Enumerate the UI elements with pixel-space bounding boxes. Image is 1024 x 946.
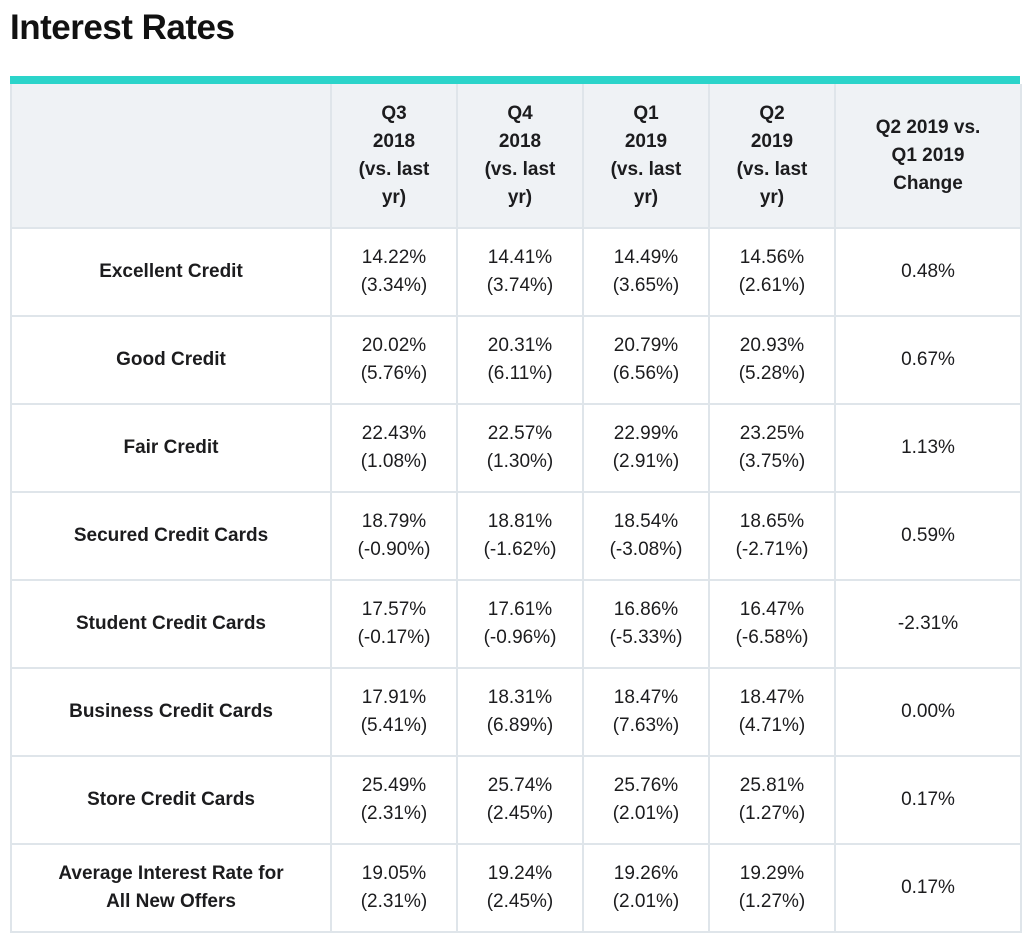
rate-cell: 19.26% (2.01%) xyxy=(582,843,710,933)
rate-cell: 17.57% (-0.17%) xyxy=(330,579,458,669)
rate-cell: 25.74% (2.45%) xyxy=(456,755,584,845)
table-row: Student Credit Cards 17.57% (-0.17%) 17.61… xyxy=(10,579,1022,669)
column-header-q2-vs-q1-change: Q2 2019 vs. Q1 2019 Change xyxy=(834,84,1022,229)
table-row: Store Credit Cards 25.49% (2.31%) 25.74% (… xyxy=(10,755,1022,845)
rate-cell: 18.81% (-1.62%) xyxy=(456,491,584,581)
change-cell: 0.17% xyxy=(834,755,1022,845)
table-row: Business Credit Cards 17.91% (5.41%) 18.31… xyxy=(10,667,1022,757)
rate-cell: 14.49% (3.65%) xyxy=(582,227,710,317)
rate-cell: 18.47% (7.63%) xyxy=(582,667,710,757)
row-label: Average Interest Rate for All New Offers xyxy=(10,843,332,933)
rate-cell: 19.05% (2.31%) xyxy=(330,843,458,933)
change-cell: 1.13% xyxy=(834,403,1022,493)
table-row: Secured Credit Cards 18.79% (-0.90%) 18.81… xyxy=(10,491,1022,581)
change-cell: 0.67% xyxy=(834,315,1022,405)
row-label: Fair Credit xyxy=(10,403,332,493)
corner-header-cell xyxy=(10,84,332,229)
rate-cell: 22.99% (2.91%) xyxy=(582,403,710,493)
change-cell: 0.00% xyxy=(834,667,1022,757)
rate-cell: 25.49% (2.31%) xyxy=(330,755,458,845)
change-cell: -2.31% xyxy=(834,579,1022,669)
rate-cell: 14.41% (3.74%) xyxy=(456,227,584,317)
rate-cell: 22.43% (1.08%) xyxy=(330,403,458,493)
column-header-q1-2019: Q1 2019 (vs. last yr) xyxy=(582,84,710,229)
rate-cell: 18.65% (-2.71%) xyxy=(708,491,836,581)
rate-cell: 14.22% (3.34%) xyxy=(330,227,458,317)
rate-cell: 17.91% (5.41%) xyxy=(330,667,458,757)
rate-cell: 20.79% (6.56%) xyxy=(582,315,710,405)
change-cell: 0.48% xyxy=(834,227,1022,317)
rate-cell: 23.25% (3.75%) xyxy=(708,403,836,493)
table-body: Excellent Credit 14.22% (3.34%) 14.41% (3.… xyxy=(10,227,1022,933)
change-cell: 0.59% xyxy=(834,491,1022,581)
column-header-q2-2019: Q2 2019 (vs. last yr) xyxy=(708,84,836,229)
table-row: Excellent Credit 14.22% (3.34%) 14.41% (3.… xyxy=(10,227,1022,317)
row-label: Excellent Credit xyxy=(10,227,332,317)
rate-cell: 18.47% (4.71%) xyxy=(708,667,836,757)
table-header-row: Q3 2018 (vs. last yr) Q4 2018 (vs. last y… xyxy=(10,84,1022,229)
interest-rates-table-container: Q3 2018 (vs. last yr) Q4 2018 (vs. last y… xyxy=(10,76,1022,933)
interest-rates-table: Q3 2018 (vs. last yr) Q4 2018 (vs. last y… xyxy=(10,84,1022,933)
rate-cell: 20.31% (6.11%) xyxy=(456,315,584,405)
table-row: Good Credit 20.02% (5.76%) 20.31% (6.11%) 2… xyxy=(10,315,1022,405)
column-header-q3-2018: Q3 2018 (vs. last yr) xyxy=(330,84,458,229)
rate-cell: 17.61% (-0.96%) xyxy=(456,579,584,669)
row-label: Secured Credit Cards xyxy=(10,491,332,581)
rate-cell: 20.02% (5.76%) xyxy=(330,315,458,405)
row-label: Business Credit Cards xyxy=(10,667,332,757)
change-cell: 0.17% xyxy=(834,843,1022,933)
rate-cell: 19.24% (2.45%) xyxy=(456,843,584,933)
rate-cell: 20.93% (5.28%) xyxy=(708,315,836,405)
rate-cell: 22.57% (1.30%) xyxy=(456,403,584,493)
accent-bar xyxy=(10,76,1020,84)
rate-cell: 16.86% (-5.33%) xyxy=(582,579,710,669)
rate-cell: 14.56% (2.61%) xyxy=(708,227,836,317)
rate-cell: 18.31% (6.89%) xyxy=(456,667,584,757)
table-row: Fair Credit 22.43% (1.08%) 22.57% (1.30%) 2… xyxy=(10,403,1022,493)
row-label: Good Credit xyxy=(10,315,332,405)
table-row: Average Interest Rate for All New Offers… xyxy=(10,843,1022,933)
rate-cell: 19.29% (1.27%) xyxy=(708,843,836,933)
row-label: Store Credit Cards xyxy=(10,755,332,845)
column-header-q4-2018: Q4 2018 (vs. last yr) xyxy=(456,84,584,229)
rate-cell: 25.76% (2.01%) xyxy=(582,755,710,845)
rate-cell: 18.54% (-3.08%) xyxy=(582,491,710,581)
row-label: Student Credit Cards xyxy=(10,579,332,669)
rate-cell: 16.47% (-6.58%) xyxy=(708,579,836,669)
rate-cell: 18.79% (-0.90%) xyxy=(330,491,458,581)
page-title: Interest Rates xyxy=(10,8,235,47)
rate-cell: 25.81% (1.27%) xyxy=(708,755,836,845)
